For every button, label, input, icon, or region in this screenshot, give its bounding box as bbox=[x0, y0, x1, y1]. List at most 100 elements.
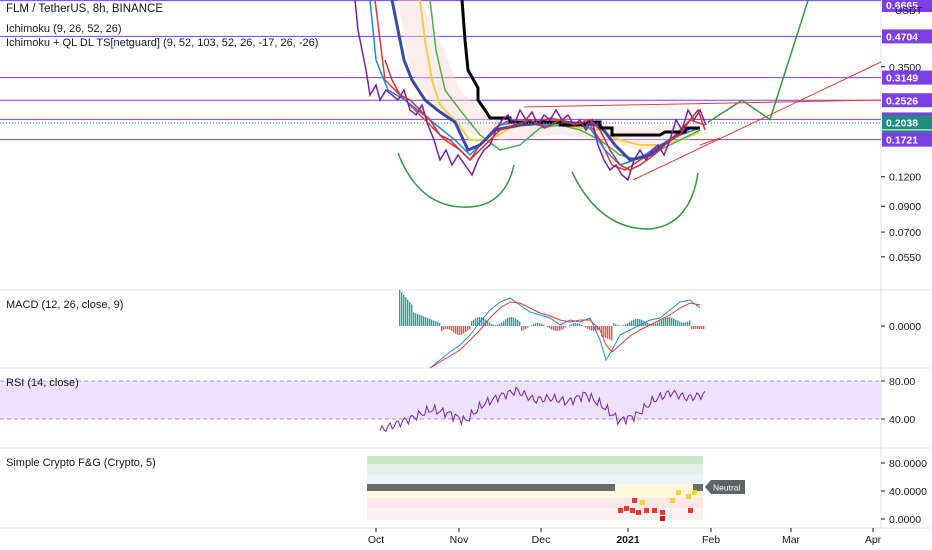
macd-bar bbox=[575, 323, 577, 326]
fg-mark bbox=[636, 510, 641, 515]
macd-bar bbox=[445, 326, 447, 330]
macd-bar bbox=[449, 326, 451, 330]
symbol-title[interactable]: FLM / TetherUS, 8h, BINANCE bbox=[6, 3, 164, 15]
indicator-ichimoku-ql-label[interactable]: Ichimoku + QL DL TS[netguard] (9, 52, 10… bbox=[6, 37, 319, 49]
rsi-pane[interactable]: 80.00 40.00 bbox=[0, 376, 915, 433]
macd-bar bbox=[527, 326, 529, 328]
price-tick-label: 0.0550 bbox=[889, 252, 921, 264]
macd-bar bbox=[553, 326, 555, 331]
macd-bar bbox=[503, 320, 505, 326]
currency-label: USDT bbox=[895, 6, 923, 17]
trendline-upper bbox=[523, 99, 882, 108]
macd-signal bbox=[429, 301, 701, 369]
macd-bar bbox=[551, 326, 553, 330]
fg-zone-greed bbox=[367, 464, 703, 474]
macd-bar bbox=[577, 323, 579, 326]
macd-bar bbox=[543, 324, 545, 326]
macd-bar bbox=[681, 322, 683, 326]
macd-bar bbox=[547, 326, 549, 328]
price-badge-label: 0.2526 bbox=[886, 95, 918, 107]
macd-bar bbox=[689, 320, 691, 326]
macd-bar bbox=[515, 318, 517, 326]
rsi-axis-ticks: 80.00 40.00 bbox=[881, 376, 915, 426]
macd-bar bbox=[673, 318, 675, 326]
macd-bar bbox=[679, 321, 681, 326]
horizontal-levels bbox=[0, 0, 881, 141]
macd-bar bbox=[487, 321, 489, 326]
fg-tick-label: 80.0000 bbox=[889, 458, 927, 470]
macd-bar bbox=[509, 317, 511, 326]
price-badge bbox=[882, 115, 932, 130]
macd-bar bbox=[579, 323, 581, 326]
macd-bar bbox=[627, 323, 629, 326]
macd-bar bbox=[557, 326, 559, 331]
fg-mark bbox=[688, 508, 693, 513]
macd-bar bbox=[589, 326, 591, 330]
macd-bar bbox=[443, 326, 445, 330]
macd-bar bbox=[499, 323, 501, 326]
fg-mark bbox=[632, 498, 637, 503]
fg-neutral-bar bbox=[367, 484, 615, 491]
macd-bar bbox=[419, 314, 421, 326]
fg-mark bbox=[670, 498, 675, 503]
macd-bar bbox=[671, 317, 673, 326]
macd-bar bbox=[407, 299, 409, 326]
price-tick-label: 0.0900 bbox=[889, 201, 921, 213]
macd-bar bbox=[615, 324, 617, 326]
time-axis[interactable]: Oct Nov Dec 2021 Feb Mar Apr bbox=[368, 528, 882, 546]
macd-bar bbox=[675, 319, 677, 326]
macd-bar bbox=[611, 326, 613, 341]
macd-bar bbox=[585, 326, 587, 328]
macd-bar bbox=[569, 324, 571, 326]
macd-bar bbox=[491, 323, 493, 326]
macd-bar bbox=[475, 318, 477, 326]
macd-bar bbox=[533, 323, 535, 326]
macd-bar bbox=[511, 317, 513, 326]
macd-bar bbox=[641, 319, 643, 326]
price-tick-label: 0.1200 bbox=[889, 172, 921, 184]
macd-bar bbox=[563, 326, 565, 329]
macd-bar bbox=[493, 324, 495, 326]
macd-bar bbox=[413, 312, 415, 326]
fg-label[interactable]: Simple Crypto F&G (Crypto, 5) bbox=[6, 457, 156, 469]
macd-bar bbox=[629, 321, 631, 326]
fg-pane[interactable]: Neutral 80.0000 40.0000 0.0000 bbox=[367, 456, 927, 526]
macd-bar bbox=[415, 313, 417, 326]
macd-label[interactable]: MACD (12, 26, close, 9) bbox=[6, 299, 124, 311]
macd-bar bbox=[435, 321, 437, 326]
macd-bar bbox=[427, 318, 429, 326]
macd-bar bbox=[523, 326, 525, 330]
rsi-label[interactable]: RSI (14, close) bbox=[6, 377, 79, 389]
fg-mark bbox=[686, 494, 691, 499]
macd-bar bbox=[623, 325, 625, 326]
fg-mark bbox=[618, 508, 623, 513]
macd-bar bbox=[595, 326, 597, 331]
projection-path bbox=[707, 0, 813, 123]
macd-bar bbox=[599, 326, 601, 330]
macd-bar bbox=[403, 294, 405, 326]
price-badge bbox=[882, 29, 932, 44]
macd-bar bbox=[683, 322, 685, 326]
fg-mark bbox=[676, 490, 681, 495]
macd-bar bbox=[657, 322, 659, 326]
macd-bar bbox=[453, 326, 455, 333]
macd-bar bbox=[605, 326, 607, 338]
fg-status-label: Neutral bbox=[713, 483, 741, 493]
price-badges: 0.66650.47040.31490.25260.20960.203807:0… bbox=[882, 0, 932, 147]
macd-pane[interactable]: 0.0000 bbox=[399, 290, 921, 369]
price-badge bbox=[882, 70, 932, 85]
macd-bar bbox=[507, 317, 509, 326]
rsi-band bbox=[0, 381, 881, 419]
fg-mark bbox=[644, 508, 649, 513]
macd-bar bbox=[661, 319, 663, 326]
macd-bar bbox=[571, 323, 573, 326]
macd-bar bbox=[581, 324, 583, 326]
macd-bar bbox=[685, 322, 687, 326]
macd-bar bbox=[625, 324, 627, 326]
macd-bar bbox=[411, 304, 413, 326]
macd-bar bbox=[441, 326, 443, 332]
indicator-ichimoku-label[interactable]: Ichimoku (9, 26, 52, 26) bbox=[6, 23, 122, 35]
pattern-head bbox=[571, 171, 699, 230]
